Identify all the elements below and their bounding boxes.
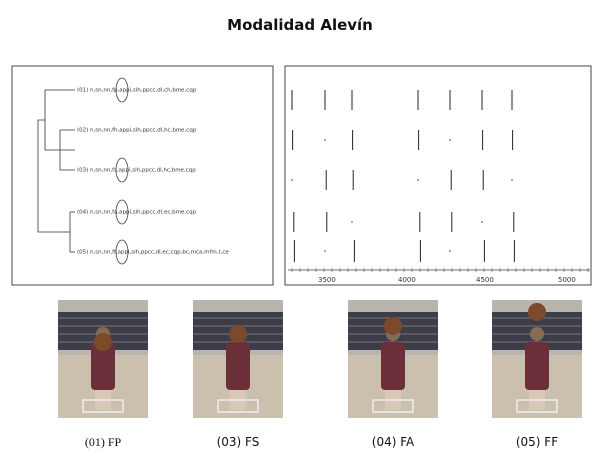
player-head	[530, 327, 544, 341]
ball	[528, 303, 546, 321]
title: Modalidad Alevín	[227, 16, 373, 34]
player-body	[226, 342, 250, 390]
frame	[217, 399, 259, 413]
axis-label: 5000	[558, 276, 576, 284]
photo-caption: (05) FF	[516, 435, 558, 449]
axis-label: 3500	[318, 276, 336, 284]
leaf-label: (04) n,sn,nn,fa,appi,sih,ppcc,dl,ec,bme,…	[77, 210, 197, 216]
axis-label: 4500	[476, 276, 494, 284]
dot	[291, 179, 293, 181]
dendrogram-panel	[11, 65, 274, 286]
dot	[481, 221, 483, 223]
leaf-label: (01) n,sn,nn,fp,appi,sih,ppcc,dl,ch,bme,…	[77, 88, 197, 94]
dot	[324, 139, 326, 141]
photos	[58, 300, 582, 418]
dot	[324, 250, 326, 252]
dot	[351, 221, 353, 223]
frame	[82, 399, 124, 413]
axis-label: 4000	[398, 276, 416, 284]
raster-panel	[284, 65, 592, 286]
player-body	[91, 342, 115, 390]
photo-caption: (03) FS	[217, 435, 260, 449]
photo-caption: (04) FA	[372, 435, 415, 449]
dot	[449, 139, 451, 141]
player-body	[381, 342, 405, 390]
player-body	[525, 342, 549, 390]
ball	[229, 325, 247, 343]
ball	[94, 333, 112, 351]
leaf-label: (05) n,sn,nn,ff,appi,sih,ppcc,dl,ec,cqp,…	[77, 250, 229, 256]
dot	[417, 179, 419, 181]
dot	[511, 179, 513, 181]
leaf-label: (03) n,sn,nn,fs,appi,sih,ppcc,dl,hc,bme,…	[77, 168, 196, 174]
frame	[372, 399, 414, 413]
highlight-ellipses	[115, 77, 129, 265]
frame	[516, 399, 558, 413]
raster-spikes	[291, 90, 515, 262]
photo-caption: (01) FP	[85, 435, 122, 449]
dendrogram-tree	[37, 89, 75, 253]
dot	[449, 250, 451, 252]
ball	[384, 317, 402, 335]
leaf-label: (02) n,sn,nn,fh,appi,sih,ppcc,dl,hc,bme,…	[77, 128, 197, 134]
